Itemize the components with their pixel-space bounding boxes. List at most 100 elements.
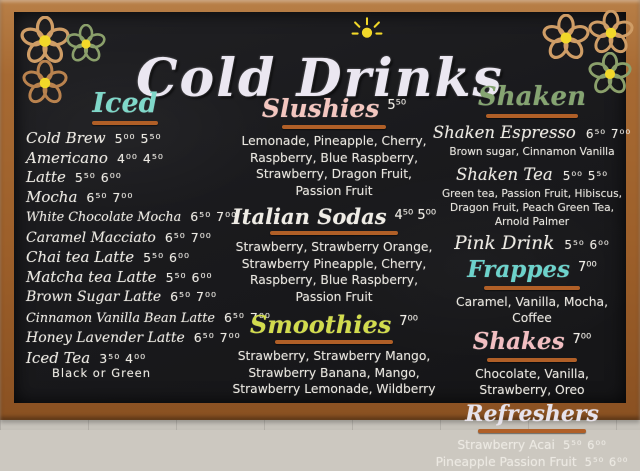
board-title: Cold Drinks	[136, 47, 504, 109]
column-right: Shaken Shaken Espresso 6⁵⁰ 7⁰⁰ Brown sug…	[433, 82, 630, 471]
menu-item: Americano 4⁰⁰ 4⁵⁰	[26, 149, 232, 169]
flavor-list: Caramel, Vanilla, Mocha, Coffee	[455, 294, 608, 325]
menu-item: Strawberry Acai 5⁵⁰ 6⁰⁰	[438, 437, 626, 454]
section-shaken: Shaken Shaken Espresso 6⁵⁰ 7⁰⁰ Brown sug…	[433, 82, 630, 256]
menu-item: Caramel Macciato 6⁵⁰ 7⁰⁰	[26, 228, 232, 249]
section-smoothies: Smoothies 7⁰⁰ Strawberry, Strawberry Man…	[230, 312, 438, 398]
header-underline	[275, 340, 393, 345]
flavor-list: Strawberry, Strawberry Orange, Strawberr…	[235, 240, 433, 304]
item-price: 6⁵⁰ 7⁰⁰	[86, 189, 134, 205]
header-underline	[282, 125, 386, 130]
iced-header: Iced	[18, 88, 232, 126]
item-name: Cinnamon Vanilla Bean Latte	[26, 310, 215, 326]
iced-title: Iced	[92, 88, 158, 119]
column-middle: Slushies 5⁵⁰ Lemonade, Pineapple, Cherry…	[230, 94, 438, 405]
frappes-header: Frappes 7⁰⁰	[438, 256, 626, 290]
flavor-list: Brown sugar, Cinnamon Vanilla	[449, 146, 615, 159]
item-name: Strawberry Acai	[457, 437, 555, 452]
section-iced: Iced Cold Brew 5⁰⁰ 5⁵⁰ Americano 4⁰⁰ 4⁵⁰ L…	[18, 88, 270, 381]
item-name: Mocha	[26, 187, 78, 206]
header-underline	[487, 357, 577, 362]
item-price: 5⁵⁰ 6⁰⁰	[562, 437, 607, 452]
item-price: 5⁰⁰ 5⁵⁰	[114, 131, 162, 147]
smoothies-price: 7⁰⁰	[399, 314, 418, 330]
menu-item: Latte 5⁵⁰ 6⁰⁰	[26, 168, 232, 188]
header-underline	[486, 114, 578, 119]
sun-icon	[351, 17, 383, 39]
smoothies-header: Smoothies 7⁰⁰	[230, 310, 438, 345]
flavor-list: Lemonade, Pineapple, Cherry, Raspberry, …	[241, 134, 427, 198]
section-shakes: Shakes 7⁰⁰ Chocolate, Vanilla, Strawberr…	[438, 330, 626, 398]
italian-sodas-price: 4⁵⁰ 5⁰⁰	[394, 208, 437, 224]
shaken-header: Shaken	[438, 82, 626, 119]
item-price: 6⁵⁰ 7⁰⁰	[193, 330, 241, 346]
item-price: 6⁵⁰ 7⁰⁰	[585, 127, 632, 142]
chalkboard: Cold Drinks Iced Cold Brew 5⁰⁰ 5⁵⁰ Americ…	[14, 10, 634, 469]
menu-item: Chai tea Latte 5⁵⁰ 6⁰⁰	[26, 248, 232, 268]
header-underline	[270, 231, 398, 236]
header-underline	[484, 285, 580, 290]
item-name: Shaken Espresso	[432, 123, 576, 143]
item-name: White Chocolate Mocha	[26, 210, 182, 226]
item-name: Pineapple Passion Fruit	[435, 454, 577, 469]
item-price: 5⁵⁰ 6⁰⁰	[165, 269, 213, 285]
shakes-title: Shakes	[472, 328, 565, 356]
menu-item: Iced Tea 3⁵⁰ 4⁰⁰	[26, 349, 232, 369]
menu-item: Pink Drink 5⁵⁰ 6⁰⁰	[438, 233, 626, 256]
menu-item: Pineapple Passion Fruit 5⁵⁰ 6⁰⁰	[435, 454, 629, 471]
frappes-title: Frappes	[467, 256, 570, 284]
item-name: Matcha tea Latte	[26, 267, 157, 286]
item-note: Black or Green	[52, 366, 152, 381]
flower-icon	[588, 10, 634, 56]
section-italian-sodas: Italian Sodas 4⁵⁰ 5⁰⁰ Strawberry, Strawb…	[230, 206, 438, 305]
item-price: 6⁵⁰ 7⁰⁰	[164, 229, 212, 245]
item-price: 3⁵⁰ 4⁰⁰	[99, 350, 147, 366]
header-underline	[478, 428, 586, 433]
menu-item: Cinnamon Vanilla Bean Latte 6⁵⁰ 7⁰⁰	[26, 308, 270, 329]
section-frappes: Frappes 7⁰⁰ Caramel, Vanilla, Mocha, Cof…	[438, 258, 626, 326]
item-price: 5⁵⁰ 6⁰⁰	[143, 250, 191, 266]
italian-sodas-header: Italian Sodas 4⁵⁰ 5⁰⁰	[230, 204, 438, 236]
section-slushies: Slushies 5⁵⁰ Lemonade, Pineapple, Cherry…	[230, 94, 438, 199]
refreshers-header: Refreshers	[438, 400, 626, 433]
iced-item-list: Cold Brew 5⁰⁰ 5⁵⁰ Americano 4⁰⁰ 4⁵⁰ Latte 5…	[26, 129, 270, 369]
item-price: 5⁵⁰ 6⁰⁰	[564, 238, 610, 253]
item-name: Latte	[26, 168, 66, 187]
slushies-header: Slushies 5⁵⁰	[230, 94, 438, 130]
menu-item: Matcha tea Latte 5⁵⁰ 6⁰⁰	[26, 268, 232, 288]
item-price: 5⁵⁰ 6⁰⁰	[74, 170, 122, 186]
flavor-list: Strawberry, Strawberry Mango, Strawberry…	[232, 349, 436, 397]
item-name: Iced Tea	[26, 348, 91, 367]
refreshers-title: Refreshers	[465, 400, 599, 427]
item-price: 4⁰⁰ 4⁵⁰	[116, 150, 164, 166]
italian-sodas-title: Italian Sodas	[231, 204, 387, 230]
menu-item: Shaken Tea 5⁰⁰ 5⁵⁰	[438, 164, 626, 187]
menu-item: Shaken Espresso 6⁵⁰ 7⁰⁰	[433, 122, 630, 145]
slushies-title: Slushies	[261, 94, 380, 123]
item-price: 5⁵⁰ 6⁰⁰	[584, 454, 629, 469]
flavor-list: Green tea, Passion Fruit, Hibiscus, Drag…	[441, 188, 623, 228]
item-price: 6⁵⁰ 7⁰⁰	[223, 309, 271, 325]
shakes-price: 7⁰⁰	[572, 332, 592, 348]
item-name: Pink Drink	[454, 233, 555, 255]
menu-item: Cold Brew 5⁰⁰ 5⁵⁰	[26, 129, 232, 149]
frappes-price: 7⁰⁰	[578, 260, 597, 276]
menu-item: White Chocolate Mocha 6⁵⁰ 7⁰⁰	[26, 207, 236, 228]
item-price: 5⁰⁰ 5⁵⁰	[562, 169, 609, 184]
shakes-header: Shakes 7⁰⁰	[438, 328, 626, 362]
menu-item: Honey Lavender Latte 6⁵⁰ 7⁰⁰	[26, 328, 240, 349]
smoothies-title: Smoothies	[250, 310, 392, 340]
item-name: Cold Brew	[26, 129, 106, 148]
item-name: Chai tea Latte	[26, 248, 135, 267]
item-price: 6⁵⁰ 7⁰⁰	[190, 209, 238, 225]
section-refreshers: Refreshers Strawberry Acai 5⁵⁰ 6⁰⁰ Pinea…	[435, 400, 629, 471]
item-name: Americano	[26, 148, 108, 167]
header-underline	[92, 121, 158, 126]
item-name: Honey Lavender Latte	[26, 330, 185, 347]
slushies-price: 5⁵⁰	[387, 98, 407, 113]
menu-item: Brown Sugar Latte 6⁵⁰ 7⁰⁰	[26, 287, 232, 308]
menu-item: Mocha 6⁵⁰ 7⁰⁰	[26, 188, 232, 208]
shaken-title: Shaken	[478, 82, 586, 112]
item-name: Caramel Macciato	[26, 229, 156, 246]
